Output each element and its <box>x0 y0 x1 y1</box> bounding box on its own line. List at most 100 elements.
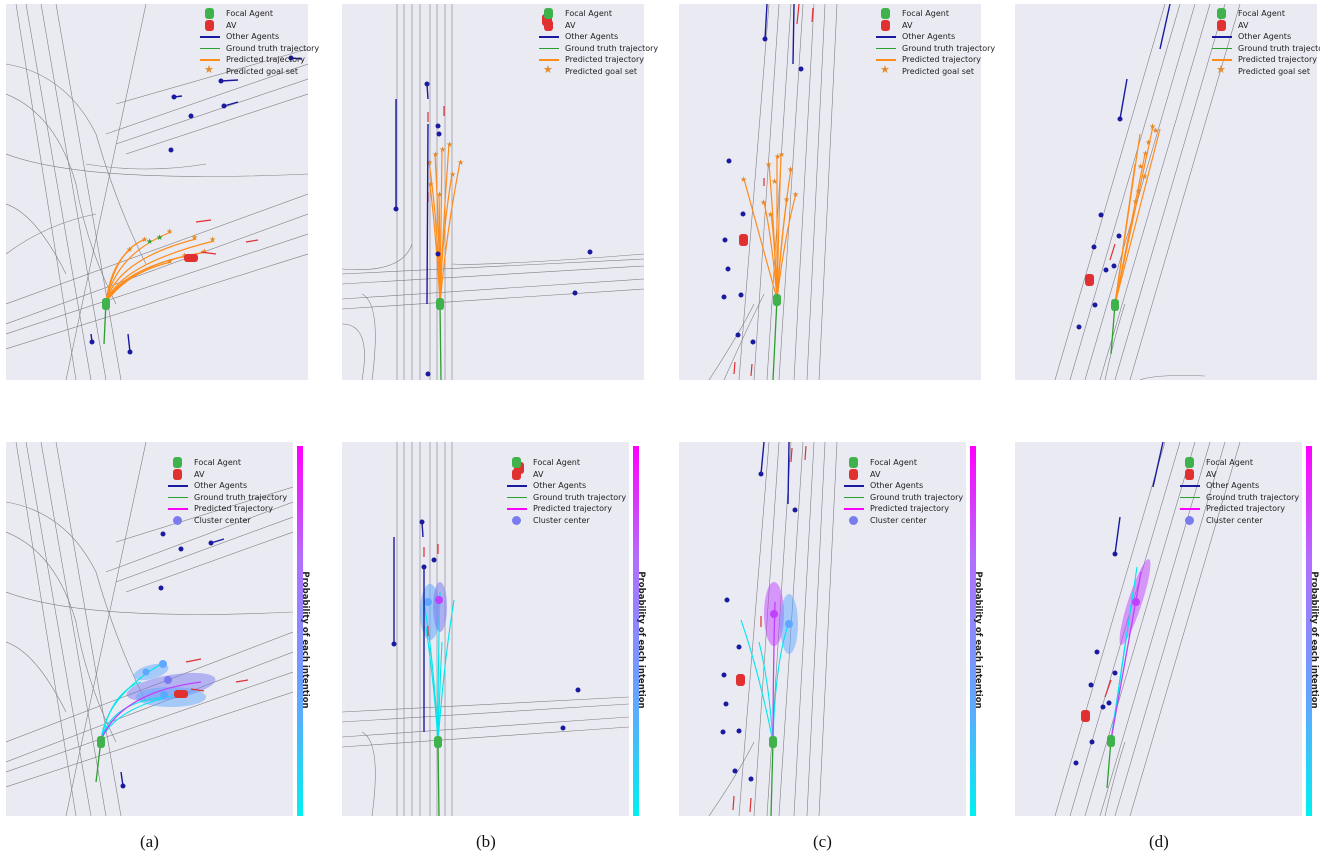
legend-item: ★ Predicted goal set <box>198 64 319 78</box>
legend-line-swatch <box>844 485 864 487</box>
focal-agent-car-icon <box>773 294 781 306</box>
legend-item: AV <box>874 19 995 32</box>
car-icon <box>512 457 521 469</box>
svg-text:★: ★ <box>765 160 772 169</box>
legend-item: Ground truth trajectory <box>842 492 963 504</box>
legend-dot-swatch <box>512 515 521 525</box>
legend-item: Ground truth trajectory <box>537 43 658 55</box>
car-icon <box>205 19 214 31</box>
legend-bottom-a: Focal Agent AV Other Agents Ground truth tr… <box>166 457 287 526</box>
legend-label: Predicted trajectory <box>1238 55 1318 64</box>
legend-item: Predicted trajectory <box>198 54 319 66</box>
legend-top-b: Focal Agent AV Other Agents Ground truth tr… <box>537 8 658 77</box>
av-car-icon <box>174 690 188 698</box>
colorbar-a <box>297 446 303 816</box>
colorbar-label-c: Probability of each intention <box>973 571 983 709</box>
legend-top-a: Focal Agent AV Other Agents Ground truth tr… <box>198 8 319 77</box>
legend-line-swatch <box>168 485 188 487</box>
legend-label: Ground truth trajectory <box>565 43 659 53</box>
legend-label: Ground truth trajectory <box>902 43 996 53</box>
legend-label: Other Agents <box>1206 481 1260 490</box>
legend-line-swatch <box>844 508 864 510</box>
legend-label: Ground truth trajectory <box>194 492 288 502</box>
legend-label: AV <box>902 20 913 30</box>
svg-text:★: ★ <box>141 235 148 244</box>
svg-text:★: ★ <box>1132 197 1139 206</box>
colorbar-label-d: Probability of each intention <box>1309 571 1319 709</box>
legend-item: Other Agents <box>842 480 963 492</box>
svg-text:★: ★ <box>1152 126 1159 135</box>
legend-bottom-d: Focal Agent AV Other Agents Ground truth tr… <box>1178 457 1299 526</box>
legend-label: Predicted goal set <box>565 66 637 76</box>
legend-label: Other Agents <box>226 32 280 41</box>
legend-item: ★ Predicted goal set <box>537 64 658 78</box>
legend-label: Ground truth trajectory <box>1206 492 1300 502</box>
legend-item: Focal Agent <box>505 457 626 469</box>
svg-text:★: ★ <box>1145 138 1152 147</box>
legend-item: Ground truth trajectory <box>198 43 319 55</box>
car-icon <box>881 19 890 31</box>
legend-label: Other Agents <box>870 481 924 490</box>
legend-item: Other Agents <box>505 480 626 492</box>
car-icon <box>544 8 553 20</box>
legend-line-swatch <box>200 59 220 61</box>
scene-a-top: ★★★★ ★★★★ ★★ <box>6 4 308 380</box>
svg-text:★: ★ <box>191 233 198 242</box>
legend-item: Predicted trajectory <box>1178 503 1299 515</box>
legend-label: AV <box>565 20 576 30</box>
legend-label: Other Agents <box>1238 32 1292 41</box>
car-icon <box>544 19 553 31</box>
scene-c-top: ★★★★ ★★★★ ★★ <box>708 4 838 380</box>
legend-line-swatch <box>168 508 188 510</box>
legend-item: Ground truth trajectory <box>1210 43 1320 55</box>
legend-label: Focal Agent <box>1206 458 1253 467</box>
legend-item: Focal Agent <box>537 8 658 20</box>
legend-line-swatch <box>200 36 220 38</box>
scene-b-top: ★★★★ ★★★★ <box>342 4 644 380</box>
panel-a-bottom <box>6 442 293 816</box>
legend-label: Predicted goal set <box>226 66 298 76</box>
av-car-icon <box>184 254 198 262</box>
av-car-icon <box>736 674 745 686</box>
legend-label: Other Agents <box>565 32 619 41</box>
legend-line-swatch <box>876 36 896 38</box>
caption-c: (c) <box>813 832 832 851</box>
svg-text:★: ★ <box>740 175 747 184</box>
legend-label: Ground truth trajectory <box>226 43 320 53</box>
svg-text:★: ★ <box>446 140 453 149</box>
car-icon <box>1185 468 1194 480</box>
av-car-icon <box>739 234 748 246</box>
svg-text:★: ★ <box>1142 149 1149 158</box>
panel-d-top: ★ ★ ★ ★ ★ ★ ★ ★ <box>1015 4 1317 380</box>
legend-item: AV <box>1178 468 1299 481</box>
legend-item: Predicted trajectory <box>874 54 995 66</box>
legend-label: Predicted trajectory <box>1206 504 1286 513</box>
svg-text:★: ★ <box>146 237 153 246</box>
svg-text:★: ★ <box>1137 162 1144 171</box>
scene-a-bottom <box>6 442 293 816</box>
legend-label: Other Agents <box>533 481 587 490</box>
legend-item: AV <box>1210 19 1320 32</box>
focal-agent-car-icon <box>769 736 777 748</box>
legend-line-swatch <box>539 47 559 50</box>
svg-text:★: ★ <box>166 257 173 266</box>
legend-label: AV <box>533 469 544 479</box>
car-icon <box>173 457 182 469</box>
panel-d-bottom <box>1015 442 1302 816</box>
legend-label: Predicted goal set <box>902 66 974 76</box>
legend-item: Other Agents <box>1178 480 1299 492</box>
legend-label: Predicted trajectory <box>226 55 306 64</box>
caption-a: (a) <box>140 832 159 851</box>
focal-agent-car-icon <box>102 298 110 310</box>
legend-label: Other Agents <box>902 32 956 41</box>
legend-item: Other Agents <box>874 31 995 43</box>
car-icon <box>849 457 858 469</box>
legend-label: AV <box>1238 20 1249 30</box>
svg-text:★: ★ <box>778 150 785 159</box>
legend-item: Ground truth trajectory <box>166 492 287 504</box>
legend-label: Ground truth trajectory <box>533 492 627 502</box>
legend-label: AV <box>226 20 237 30</box>
legend-line-swatch <box>876 47 896 50</box>
legend-item: Other Agents <box>1210 31 1320 43</box>
legend-label: Focal Agent <box>870 458 917 467</box>
